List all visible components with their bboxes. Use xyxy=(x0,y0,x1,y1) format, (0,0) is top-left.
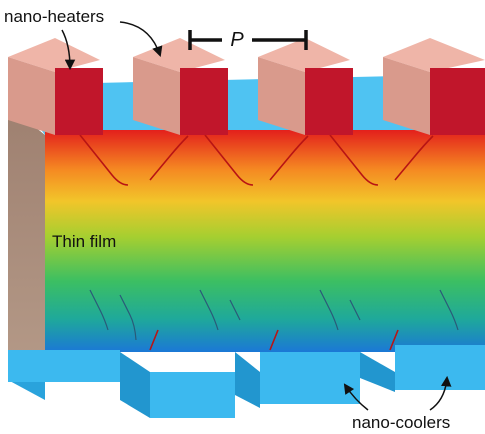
heater xyxy=(8,38,103,135)
heater xyxy=(133,38,228,135)
heater xyxy=(258,38,353,135)
film-side xyxy=(8,105,45,378)
heater xyxy=(383,38,485,135)
coolers xyxy=(8,345,485,418)
heaters-label: nano-heaters xyxy=(4,7,104,26)
cooler xyxy=(260,352,360,404)
diagram: nano-heaters P Thin film nano-coolers xyxy=(0,0,485,434)
cooler-side xyxy=(120,352,150,418)
film-label: Thin film xyxy=(52,232,116,251)
period-label: P xyxy=(230,29,244,51)
page: {"labels": {"heaters": "nano-heaters", "… xyxy=(0,0,485,434)
cooler xyxy=(8,350,120,382)
cooler xyxy=(150,372,235,418)
cooler xyxy=(395,345,485,390)
coolers-label: nano-coolers xyxy=(352,413,450,432)
